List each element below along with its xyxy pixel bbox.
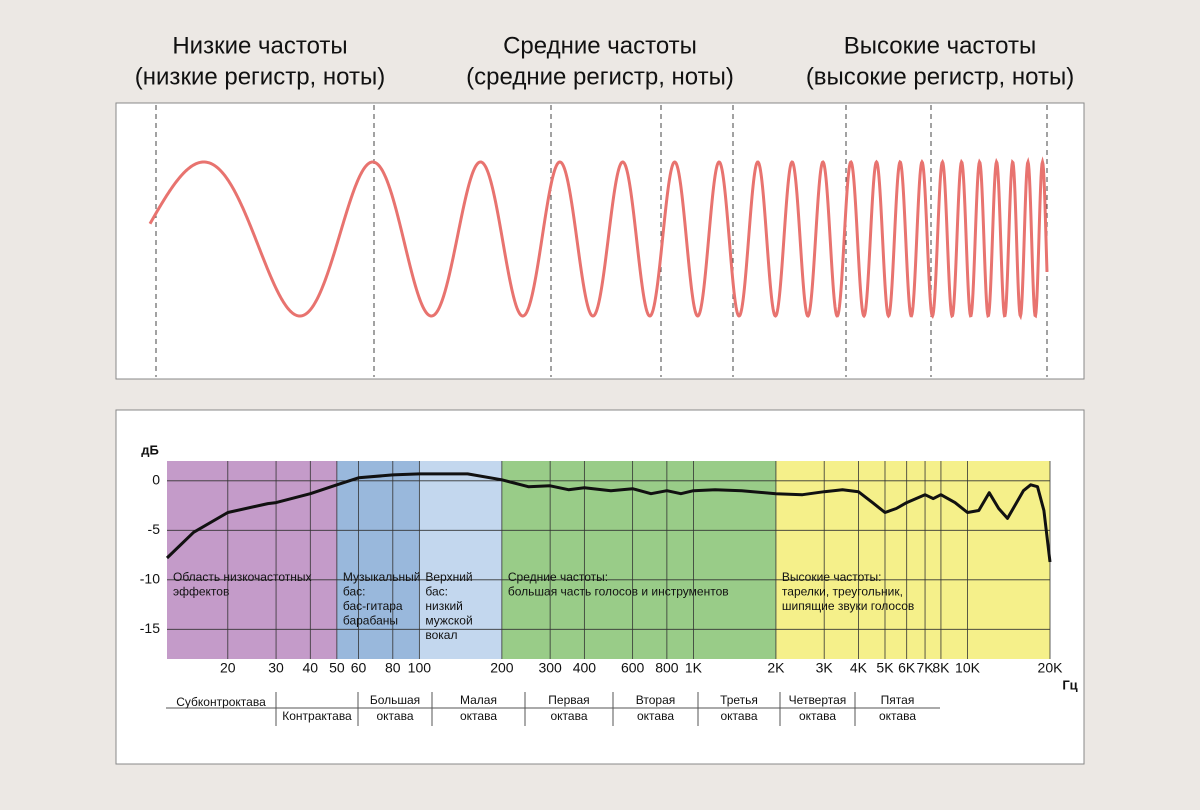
wave-group: Низкие частоты (низкие регистр, ноты) Сред…	[135, 32, 1074, 377]
response-line	[165, 472, 1052, 563]
band-label: Верхний	[425, 570, 472, 584]
band-label: тарелки, треугольник,	[782, 585, 903, 599]
octave-label: Первая	[548, 693, 589, 707]
octave-label: Вторая	[636, 693, 676, 707]
x-tick-label: 300	[538, 660, 562, 676]
band-label: Музыкальный	[343, 570, 421, 584]
x-tick-label: 100	[408, 660, 432, 676]
column-title: Низкие частоты	[172, 32, 347, 59]
octave-label: Большая	[370, 693, 420, 707]
band-label: бас:	[343, 585, 366, 599]
band-label: Высокие частоты:	[782, 570, 882, 584]
column-subtitle: (низкие регистр, ноты)	[135, 63, 385, 90]
y-tick-label: -10	[140, 571, 160, 587]
y-tick-label: -5	[148, 521, 161, 537]
x-tick-label: 200	[490, 660, 514, 676]
x-tick-label: 800	[655, 660, 679, 676]
octave-label: октава	[460, 709, 497, 723]
column-subtitle: (средние регистр, ноты)	[466, 63, 734, 90]
octave-label: Малая	[460, 693, 497, 707]
x-tick-label: 30	[268, 660, 284, 676]
x-tick-label: 7K	[916, 660, 934, 676]
x-tick-label: 50	[329, 660, 345, 676]
x-tick-label: 1K	[685, 660, 703, 676]
x-tick-label: 6K	[898, 660, 916, 676]
wave-panel	[115, 102, 1085, 380]
octave-label: Пятая	[881, 693, 915, 707]
band	[775, 461, 1050, 659]
band-label: эффектов	[173, 585, 229, 599]
x-tick-label: 3K	[816, 660, 834, 676]
band-label: Область низкочастотных	[173, 570, 312, 584]
x-tick-label: 400	[573, 660, 597, 676]
y-tick-label: -15	[140, 620, 160, 636]
band-label: барабаны	[343, 614, 398, 628]
x-tick-label: 40	[303, 660, 319, 676]
x-tick-label: 10K	[955, 660, 981, 676]
octave-label: октава	[799, 709, 836, 723]
y-tick-label: 0	[152, 472, 160, 488]
band-label: вокал	[425, 628, 457, 642]
octave-label: Контрактава	[282, 709, 352, 723]
x-tick-label: 80	[385, 660, 401, 676]
x-tick-label: 4K	[850, 660, 868, 676]
column-title: Средние частоты	[503, 32, 697, 59]
column-title: Высокие частоты	[844, 32, 1036, 59]
x-tick-label: 20	[220, 660, 236, 676]
octave-label: октава	[720, 709, 757, 723]
band	[419, 461, 502, 659]
y-axis-label: дБ	[141, 442, 159, 457]
octave-label: октава	[376, 709, 413, 723]
octave-label: Четвертая	[789, 693, 847, 707]
band	[501, 461, 776, 659]
x-tick-label: 5K	[876, 660, 894, 676]
band-label: шипящие звуки голосов	[782, 599, 914, 613]
x-tick-label: 2K	[767, 660, 785, 676]
x-axis-label: Гц	[1062, 677, 1077, 692]
x-tick-label: 20K	[1038, 660, 1064, 676]
band-label: Средние частоты:	[508, 570, 608, 584]
octave-label: октава	[637, 709, 674, 723]
column-subtitle: (высокие регистр, ноты)	[806, 63, 1074, 90]
x-tick-label: 8K	[932, 660, 950, 676]
band-label: бас-гитара	[343, 599, 403, 613]
sine-wave	[148, 156, 1049, 321]
band-label: бас:	[425, 585, 448, 599]
x-tick-label: 600	[621, 660, 645, 676]
octave-table: Субконтроктава Контрактава Большая октава Ма…	[166, 692, 940, 726]
x-tick-label: 60	[351, 660, 367, 676]
octave-label: октава	[550, 709, 587, 723]
band	[336, 461, 420, 659]
band-label: большая часть голосов и инструментов	[508, 585, 729, 599]
octave-label: Субконтроктава	[176, 695, 266, 709]
octave-label: Третья	[720, 693, 758, 707]
octave-label: октава	[879, 709, 916, 723]
band-label: низкий	[425, 599, 463, 613]
band-label: мужской	[425, 614, 472, 628]
